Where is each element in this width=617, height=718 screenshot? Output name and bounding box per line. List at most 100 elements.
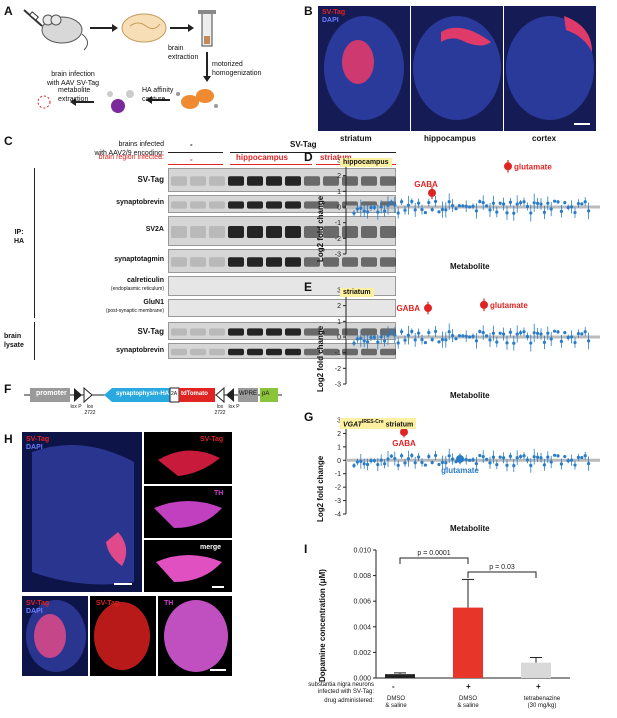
metabolite-point bbox=[539, 202, 543, 206]
metabolite-point bbox=[481, 454, 485, 459]
metabolite-point bbox=[369, 335, 373, 340]
row-synaptotagmin: synaptotagmin bbox=[114, 256, 164, 263]
blot-band bbox=[285, 201, 301, 209]
metabolite-point bbox=[372, 459, 376, 463]
blot-band bbox=[304, 328, 320, 336]
highlight-label-gaba: GABA bbox=[396, 304, 420, 313]
blot-band bbox=[266, 226, 282, 238]
metabolite-point bbox=[529, 211, 533, 215]
blot-synaptotagmin bbox=[168, 249, 396, 273]
metabolite-point bbox=[383, 339, 387, 343]
metabolite-point bbox=[505, 463, 509, 467]
metabolite-point bbox=[556, 454, 560, 458]
blot-band bbox=[380, 176, 396, 186]
blot-band bbox=[247, 328, 263, 336]
c-minus: - bbox=[190, 140, 193, 149]
metabolite-point bbox=[444, 461, 448, 465]
row-svtag-lysate: SV-Tag bbox=[137, 327, 164, 336]
region-striatum: striatum bbox=[320, 153, 352, 162]
metabolite-point bbox=[457, 334, 461, 338]
y-tick-label: -3 bbox=[335, 498, 341, 505]
metabolite-point bbox=[437, 462, 441, 467]
metabolite-point bbox=[532, 331, 536, 335]
metabolite-point bbox=[430, 460, 434, 465]
metabolite-point bbox=[430, 207, 434, 212]
h-bottom-dapi: DAPI bbox=[26, 608, 43, 615]
blot-band bbox=[190, 226, 206, 238]
blot-band bbox=[190, 328, 206, 336]
metabolite-point bbox=[451, 334, 455, 338]
metabolite-point bbox=[420, 460, 424, 465]
mouse-icon bbox=[41, 14, 88, 51]
metabolite-point bbox=[512, 341, 516, 345]
tag-hippocampus: hippocampus bbox=[340, 158, 392, 167]
metabolite-point bbox=[525, 334, 529, 339]
i-drug2-2: & saline bbox=[457, 703, 479, 709]
micrograph-cortex bbox=[504, 6, 596, 131]
metabolite-point bbox=[488, 208, 492, 212]
metabolite-point bbox=[532, 455, 536, 459]
metabolite-point bbox=[410, 453, 414, 458]
metabolite-point bbox=[563, 454, 567, 459]
metabolite-point bbox=[474, 209, 478, 213]
metabolite-point bbox=[379, 205, 383, 209]
bracket-1 bbox=[399, 557, 469, 564]
metabolite-point bbox=[488, 338, 492, 342]
metabolite-point bbox=[420, 208, 424, 212]
f-pa: pA bbox=[262, 391, 270, 397]
metabolite-point bbox=[366, 210, 370, 214]
metabolite-point bbox=[539, 332, 543, 336]
highlight-point-gaba bbox=[424, 304, 432, 313]
metabolite-point bbox=[366, 462, 370, 467]
blot-band bbox=[209, 226, 225, 238]
y-tick-label: -1 bbox=[335, 471, 341, 478]
metabolite-point bbox=[372, 335, 376, 340]
syringe-icon bbox=[23, 9, 43, 27]
metabolite-point bbox=[566, 335, 570, 340]
tag-vgat-sup: IRES-Cre bbox=[361, 419, 384, 425]
h-svtag: SV-Tag bbox=[200, 436, 224, 443]
header-aav: with AAV2/9 encoding: bbox=[94, 150, 164, 157]
metabolite-point bbox=[440, 460, 444, 465]
y-tick-label: -4 bbox=[335, 512, 341, 519]
metabolite-point bbox=[393, 333, 397, 337]
metabolite-point bbox=[359, 206, 363, 210]
metabolite-point bbox=[386, 333, 390, 338]
micrograph-h-bottom-3 bbox=[158, 596, 232, 676]
metabolite-point bbox=[444, 208, 448, 212]
y-tick-label: 0.002 bbox=[353, 650, 371, 657]
y-tick-label: 0.010 bbox=[353, 548, 371, 555]
metabolite-point bbox=[396, 463, 400, 467]
y-tick-label: 0 bbox=[337, 335, 341, 342]
metabolite-point bbox=[427, 200, 431, 205]
panel-label-e: E bbox=[304, 280, 313, 294]
metabolite-point bbox=[525, 204, 529, 209]
c-svtag: SV-Tag bbox=[290, 140, 317, 149]
label-striatum-b: striatum bbox=[340, 134, 372, 143]
f-loxp-2: lox P bbox=[228, 404, 240, 410]
blot-band bbox=[361, 348, 377, 356]
metabolite-point bbox=[549, 460, 553, 464]
metabolite-point bbox=[383, 462, 387, 466]
panel-label-i: I bbox=[304, 542, 308, 556]
metabolite-point bbox=[566, 205, 570, 210]
metabolite-point bbox=[410, 329, 414, 334]
blot-band bbox=[247, 226, 263, 238]
blot-band bbox=[361, 226, 377, 238]
blot-band bbox=[323, 201, 339, 209]
metabolite-point bbox=[549, 337, 553, 341]
tag-vgat-main: VGAT bbox=[343, 421, 362, 429]
micrograph-h-bottom-1 bbox=[22, 596, 88, 676]
metabolite-point bbox=[587, 209, 591, 213]
metabolite-point bbox=[451, 457, 455, 461]
metabolite-point bbox=[570, 335, 574, 339]
highlight-point-glutamate bbox=[504, 162, 512, 171]
metabolite-icon bbox=[37, 95, 51, 109]
metabolite-point bbox=[563, 331, 567, 335]
blot-band bbox=[380, 226, 396, 238]
metabolite-point bbox=[362, 462, 366, 466]
blot-band bbox=[285, 257, 301, 267]
blot-band bbox=[171, 257, 187, 267]
blot-band bbox=[171, 328, 187, 336]
f-synaptophysin: synaptophysin-HA bbox=[116, 391, 170, 397]
